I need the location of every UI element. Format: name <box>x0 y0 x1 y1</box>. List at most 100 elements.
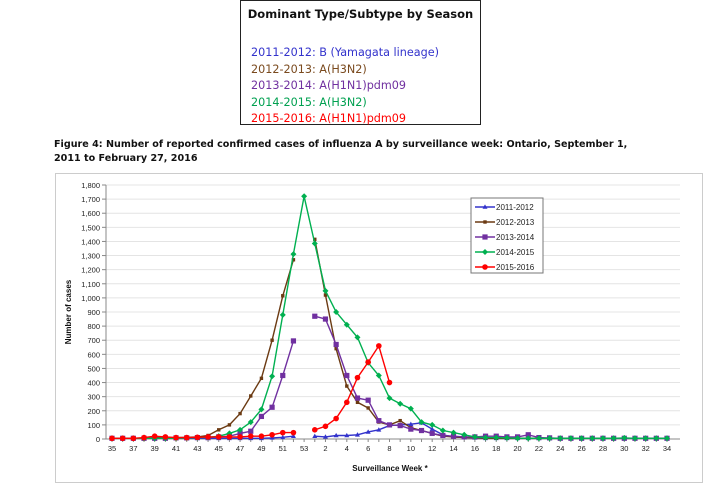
data-point <box>610 435 617 442</box>
data-point <box>344 399 350 406</box>
data-point <box>322 316 329 322</box>
x-tick-label: 14 <box>449 444 457 453</box>
data-point <box>290 429 297 436</box>
data-point <box>279 429 286 436</box>
data-point <box>290 338 297 344</box>
y-tick-label: 1,700 <box>81 195 100 204</box>
data-point <box>217 428 221 432</box>
y-tick-label: 1,800 <box>81 181 100 190</box>
data-point <box>450 433 457 439</box>
data-point <box>514 435 521 442</box>
legend: 2011-2012 2012-2013 2013-2014 2014-2015 2015… <box>470 197 544 274</box>
y-tick-label: 800 <box>87 322 100 331</box>
data-point <box>376 427 382 432</box>
x-tick-label: 45 <box>215 444 223 453</box>
data-point <box>269 373 276 380</box>
data-point <box>450 429 457 436</box>
y-tick-label: 1,200 <box>81 266 100 275</box>
series-line <box>112 239 667 439</box>
data-point <box>130 435 137 442</box>
data-point <box>345 384 349 388</box>
dominant-subtype-line: 2012-2013: A(H3N2) <box>251 62 367 76</box>
data-point <box>237 430 243 436</box>
y-tick-label: 1,500 <box>81 223 100 232</box>
data-point <box>440 432 446 439</box>
data-point <box>311 427 318 433</box>
legend-marker <box>482 264 488 270</box>
data-point <box>589 435 596 442</box>
data-point <box>429 421 436 428</box>
data-point <box>418 419 425 426</box>
dominant-subtype-title: Dominant Type/Subtype by Season <box>247 7 474 21</box>
data-point <box>366 406 370 410</box>
data-point <box>408 421 414 426</box>
legend-label: 2012-2013 <box>496 218 535 227</box>
data-point <box>397 422 403 429</box>
data-point <box>119 435 126 442</box>
data-point <box>226 434 233 440</box>
data-point <box>151 433 158 439</box>
series-line <box>112 196 667 439</box>
x-tick-label: 49 <box>257 444 265 453</box>
data-point <box>333 309 340 315</box>
data-point <box>525 435 532 442</box>
data-point <box>365 429 371 434</box>
x-tick-label: 20 <box>513 444 521 453</box>
x-tick-label: 8 <box>387 444 391 453</box>
data-point <box>259 376 264 381</box>
y-tick-label: 900 <box>87 308 100 317</box>
legend-marker <box>482 234 488 240</box>
y-tick-label: 300 <box>87 393 100 402</box>
series-line <box>112 315 667 439</box>
data-point <box>578 435 585 442</box>
data-point <box>653 435 660 442</box>
x-tick-label: 12 <box>428 444 436 453</box>
data-point <box>418 427 425 434</box>
data-point <box>258 406 265 413</box>
data-point <box>343 321 350 328</box>
series-2012-2013 <box>110 237 669 440</box>
data-point <box>376 418 382 424</box>
data-point <box>249 394 253 398</box>
data-point <box>664 435 670 442</box>
data-point <box>162 434 169 440</box>
x-tick-label: 51 <box>279 444 287 453</box>
data-point <box>269 431 275 438</box>
x-tick-label: 16 <box>471 444 479 453</box>
data-point <box>621 434 628 441</box>
dominant-subtype-line: 2013-2014: A(H1N1)pdm09 <box>251 79 407 92</box>
data-point <box>386 395 393 402</box>
data-point <box>109 435 115 442</box>
data-point <box>227 423 232 427</box>
data-point <box>376 343 382 349</box>
data-point <box>386 379 393 386</box>
data-point <box>333 415 339 422</box>
data-point <box>546 435 553 442</box>
x-tick-label: 2 <box>323 444 327 453</box>
y-tick-label: 200 <box>87 407 100 416</box>
data-point <box>334 346 338 351</box>
y-tick-label: 1,000 <box>81 294 100 303</box>
data-point <box>461 431 468 438</box>
data-point <box>238 411 242 416</box>
data-point <box>493 434 500 441</box>
data-point <box>631 435 638 442</box>
data-point <box>525 432 531 438</box>
data-point <box>567 435 574 442</box>
legend-label: 2015-2016 <box>496 263 535 272</box>
data-point <box>642 435 649 442</box>
data-point <box>344 372 350 379</box>
x-tick-label: 47 <box>236 444 244 453</box>
data-point <box>333 432 339 438</box>
data-point <box>322 287 329 294</box>
y-tick-label: 1,300 <box>81 252 100 261</box>
legend-label: 2013-2014 <box>496 233 535 242</box>
data-point <box>322 423 329 430</box>
data-point <box>215 434 222 440</box>
data-point <box>280 372 286 379</box>
data-point <box>398 418 402 423</box>
dominant-subtype-line: 2015-2016: A(H1N1)pdm09 <box>251 112 407 125</box>
y-tick-label: 1,600 <box>81 209 100 218</box>
y-tick-label: 1,400 <box>81 237 100 246</box>
x-tick-label: 39 <box>151 444 159 453</box>
